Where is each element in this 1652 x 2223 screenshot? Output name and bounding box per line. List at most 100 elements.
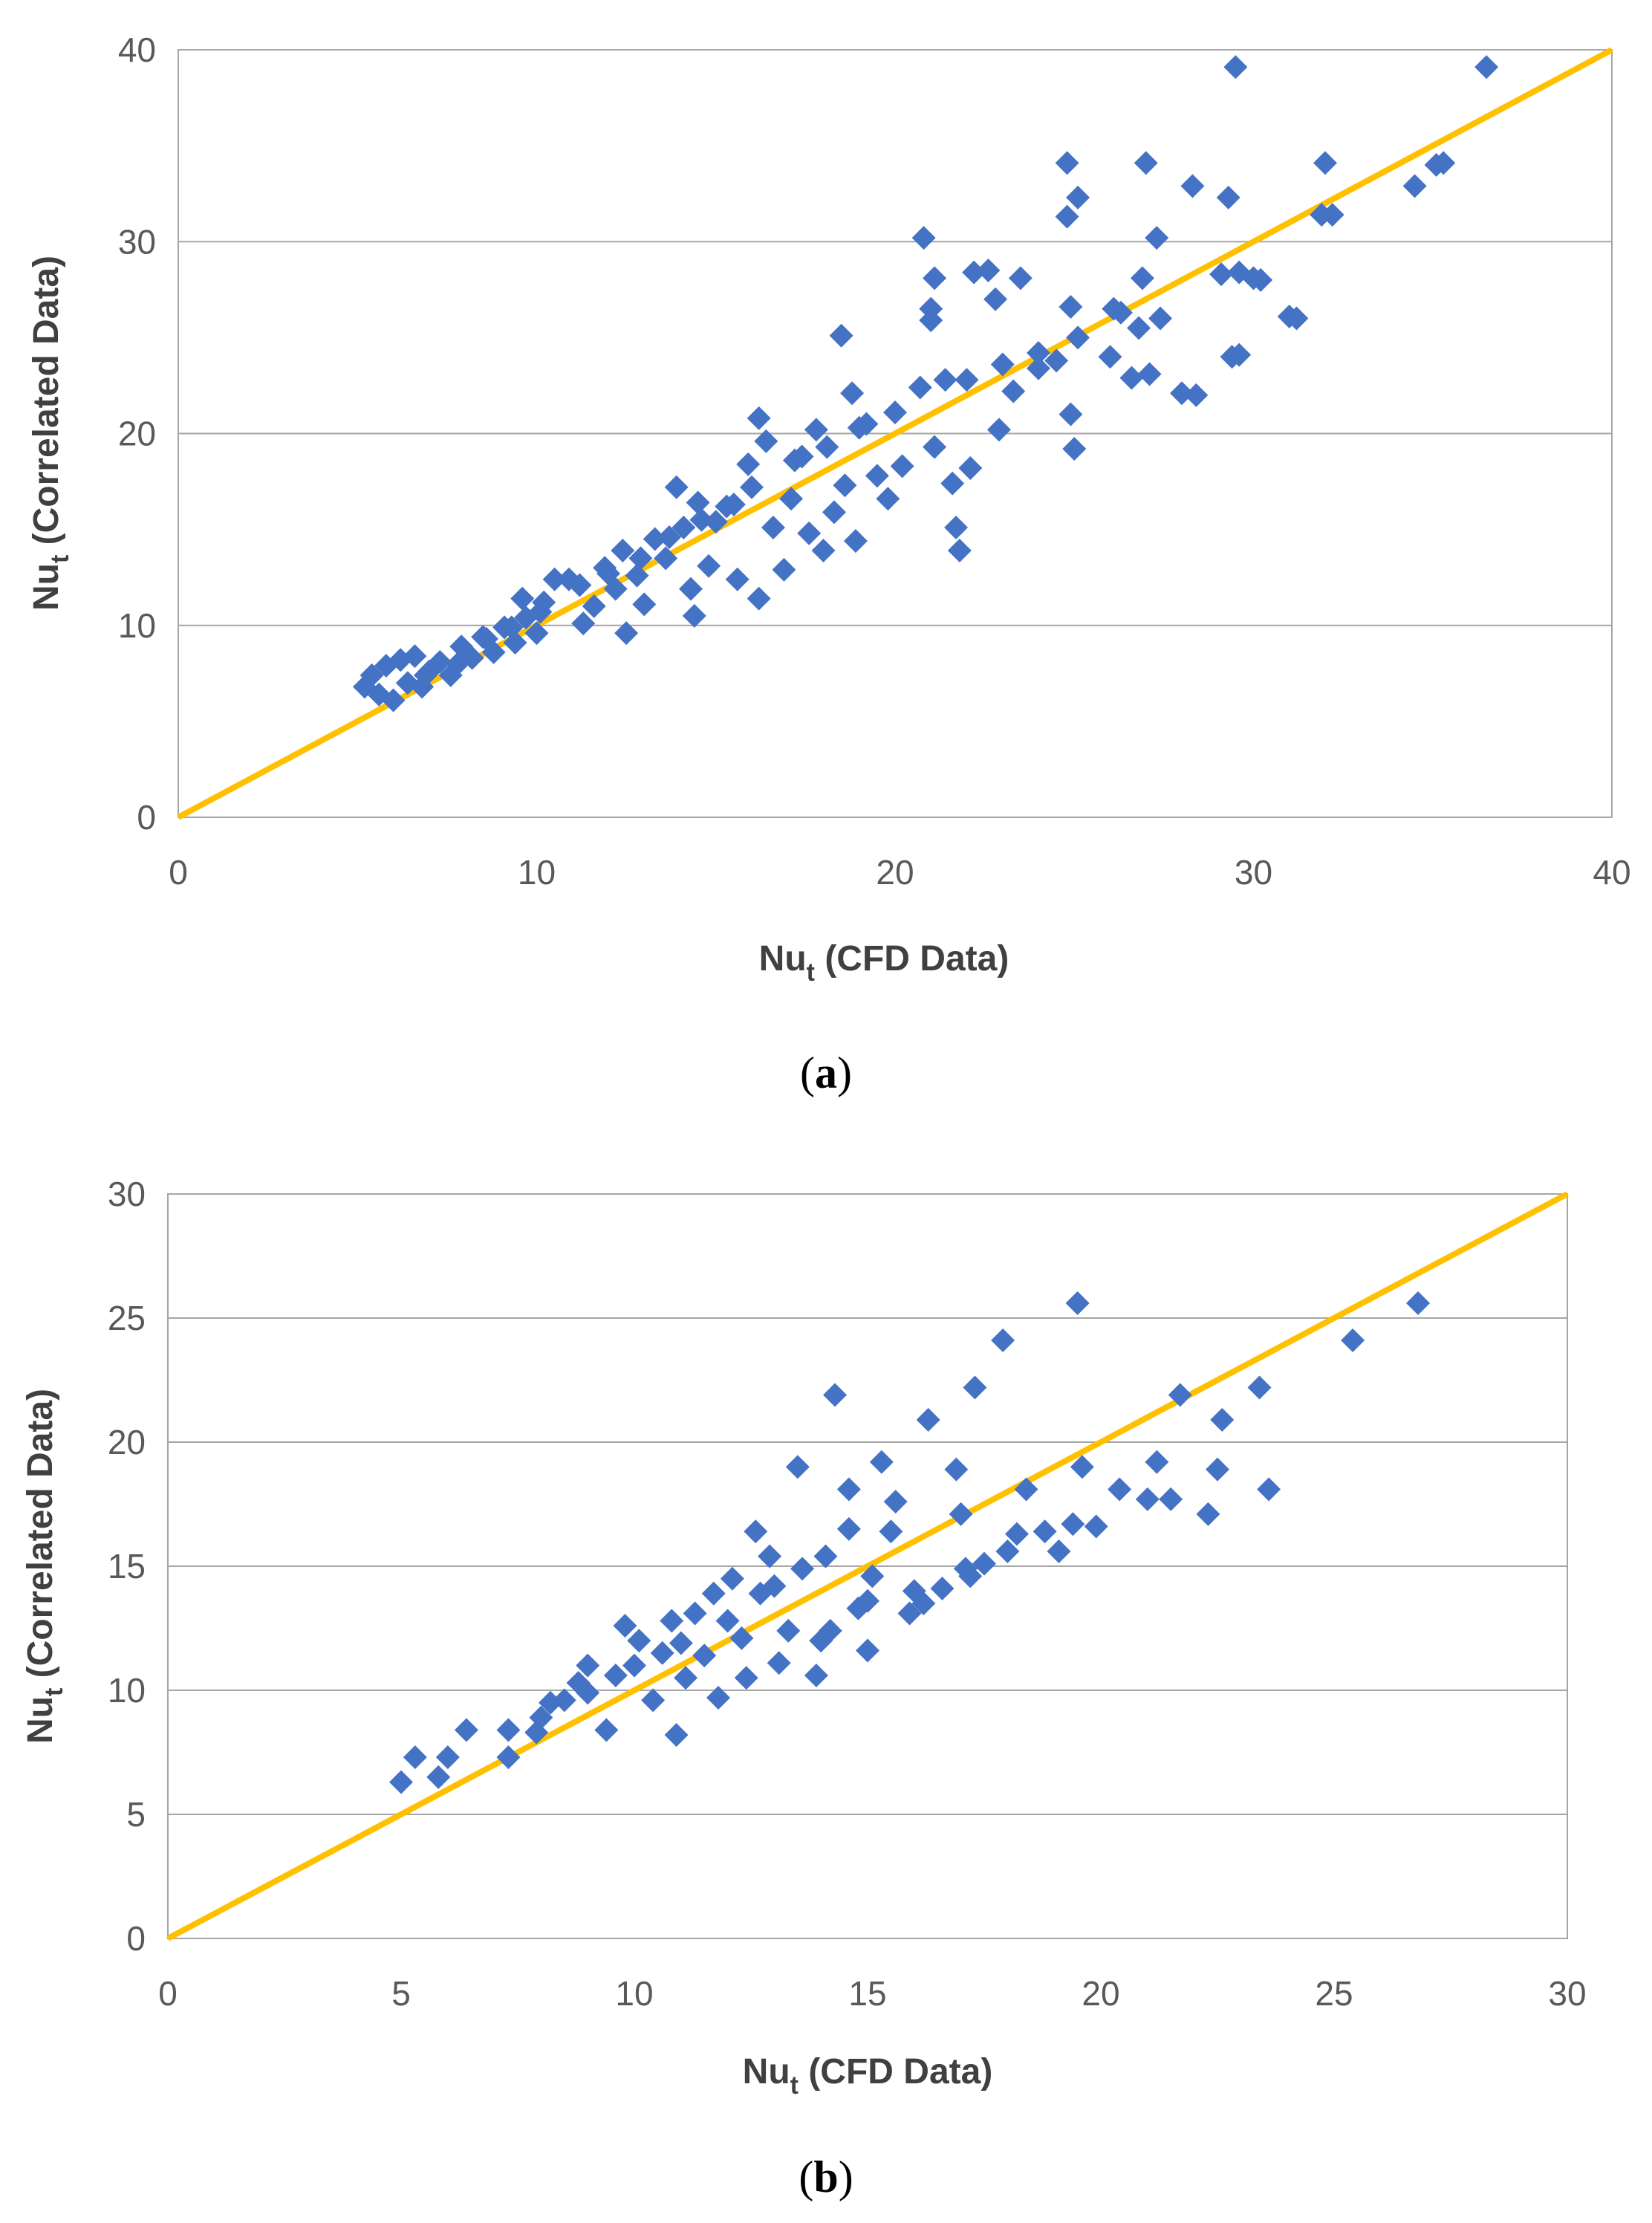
data-point-b-12 bbox=[594, 1718, 619, 1742]
y-tick-label-b-6: 30 bbox=[108, 1175, 146, 1213]
data-point-a-94 bbox=[1134, 151, 1158, 175]
data-point-a-55 bbox=[829, 323, 853, 348]
x-tick-label-b-5: 25 bbox=[1315, 1974, 1353, 2013]
data-point-b-67 bbox=[1135, 1487, 1160, 1511]
data-point-b-34 bbox=[790, 1557, 815, 1581]
data-point-b-38 bbox=[823, 1383, 848, 1407]
data-point-b-44 bbox=[869, 1450, 894, 1474]
x-tick-label-a-1: 10 bbox=[518, 853, 556, 892]
y-tick-labels-b: 0 5 10 15 20 25 30 bbox=[108, 1175, 146, 1958]
panel-label-b: (b) bbox=[799, 2152, 853, 2201]
data-point-a-77 bbox=[986, 418, 1011, 442]
data-point-b-36 bbox=[813, 1544, 838, 1568]
reference-line-b bbox=[166, 1191, 1569, 1941]
data-point-b-18 bbox=[660, 1609, 684, 1633]
data-point-a-73 bbox=[958, 455, 983, 480]
data-point-b-80 bbox=[715, 1609, 740, 1633]
data-point-a-43 bbox=[736, 452, 761, 476]
data-point-a-34 bbox=[664, 475, 689, 499]
x-tick-label-b-0: 0 bbox=[158, 1974, 178, 2013]
data-point-b-65 bbox=[1084, 1514, 1108, 1539]
data-point-a-37 bbox=[686, 490, 710, 515]
data-point-b-77 bbox=[1406, 1291, 1431, 1315]
data-point-a-42 bbox=[725, 567, 749, 591]
data-point-a-129 bbox=[740, 475, 764, 499]
data-point-b-40 bbox=[836, 1516, 861, 1541]
data-point-a-36 bbox=[678, 577, 703, 601]
chart-panel-a: 0 10 20 30 40 0 10 20 30 40 Nut (CFD Data) Nut (… bbox=[27, 30, 1631, 1097]
panel-label-a: (a) bbox=[800, 1048, 852, 1097]
data-point-b-76 bbox=[1341, 1328, 1365, 1353]
data-point-a-38 bbox=[682, 603, 706, 628]
data-point-b-15 bbox=[627, 1629, 651, 1653]
data-point-b-28 bbox=[744, 1519, 768, 1544]
data-point-a-78 bbox=[1001, 379, 1026, 403]
y-axis-title-a: Nut (Correlated Data) bbox=[27, 256, 74, 611]
data-point-a-61 bbox=[876, 487, 900, 511]
data-point-b-33 bbox=[785, 1455, 810, 1479]
x-tick-labels-a: 0 10 20 30 40 bbox=[169, 853, 1630, 892]
data-point-b-23 bbox=[701, 1581, 726, 1606]
data-point-a-48 bbox=[772, 557, 796, 582]
data-point-a-47 bbox=[761, 516, 785, 540]
data-point-b-50 bbox=[930, 1577, 955, 1601]
plot-frame-b bbox=[167, 1193, 1568, 1939]
y-tick-label-b-2: 10 bbox=[108, 1671, 146, 1710]
data-point-a-44 bbox=[747, 406, 771, 430]
data-point-b-78 bbox=[622, 1653, 646, 1678]
y-tick-label-a-4: 40 bbox=[118, 30, 156, 69]
data-point-a-31 bbox=[632, 592, 657, 617]
data-point-a-60 bbox=[865, 464, 889, 488]
data-point-a-117 bbox=[1474, 55, 1499, 79]
data-point-b-68 bbox=[1145, 1450, 1169, 1474]
data-point-a-97 bbox=[1148, 306, 1173, 331]
x-tick-label-b-2: 10 bbox=[615, 1974, 653, 2013]
data-point-b-13 bbox=[603, 1663, 628, 1687]
data-point-b-73 bbox=[1210, 1407, 1235, 1432]
data-point-a-62 bbox=[890, 454, 914, 478]
data-point-b-59 bbox=[1014, 1477, 1038, 1502]
y-axis-title-b: Nut (Correlated Data) bbox=[21, 1389, 68, 1744]
y-tick-labels-a: 0 10 20 30 40 bbox=[118, 30, 156, 837]
data-point-b-46 bbox=[883, 1490, 908, 1514]
data-point-a-99 bbox=[1180, 174, 1205, 198]
data-point-b-6 bbox=[496, 1718, 521, 1742]
y-tick-label-b-1: 5 bbox=[126, 1795, 146, 1834]
data-point-a-100 bbox=[1184, 383, 1209, 407]
x-axis-title-a: Nut (CFD Data) bbox=[759, 939, 1009, 987]
data-point-b-60 bbox=[1032, 1519, 1057, 1544]
data-point-a-69 bbox=[933, 368, 957, 392]
x-tick-label-b-4: 20 bbox=[1082, 1974, 1119, 2013]
x-tick-label-b-6: 30 bbox=[1548, 1974, 1586, 2013]
data-point-b-19 bbox=[664, 1723, 689, 1747]
data-point-b-79 bbox=[669, 1631, 693, 1655]
data-point-a-65 bbox=[923, 266, 947, 291]
data-point-a-46 bbox=[747, 586, 771, 611]
y-tick-label-a-1: 10 bbox=[118, 606, 156, 645]
x-tick-label-a-4: 40 bbox=[1593, 853, 1630, 892]
data-point-b-74 bbox=[1247, 1375, 1272, 1400]
x-tick-label-a-0: 0 bbox=[169, 853, 188, 892]
data-point-a-84 bbox=[1066, 185, 1090, 210]
data-point-a-72 bbox=[947, 539, 972, 563]
data-point-b-4 bbox=[454, 1718, 478, 1742]
data-point-b-17 bbox=[650, 1641, 674, 1665]
data-point-b-2 bbox=[426, 1765, 451, 1789]
data-point-b-45 bbox=[879, 1519, 903, 1544]
x-tick-label-b-3: 15 bbox=[848, 1974, 886, 2013]
data-point-b-56 bbox=[991, 1328, 1015, 1353]
data-point-a-58 bbox=[843, 529, 868, 554]
data-point-b-0 bbox=[389, 1770, 413, 1794]
data-point-b-61 bbox=[1047, 1539, 1071, 1563]
data-points-a bbox=[352, 55, 1499, 713]
data-point-a-70 bbox=[940, 471, 965, 496]
data-point-a-89 bbox=[1098, 345, 1122, 369]
y-tick-label-a-0: 0 bbox=[137, 798, 156, 837]
data-point-a-63 bbox=[911, 226, 936, 250]
y-tick-label-b-3: 15 bbox=[108, 1547, 146, 1586]
data-point-b-1 bbox=[403, 1745, 427, 1770]
data-point-b-5 bbox=[496, 1745, 521, 1770]
data-point-a-88 bbox=[1062, 437, 1087, 461]
data-point-b-69 bbox=[1159, 1487, 1183, 1511]
